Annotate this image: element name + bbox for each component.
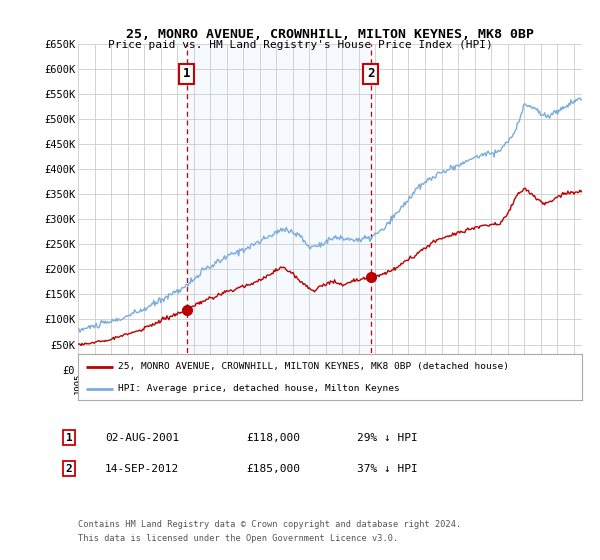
Text: Price paid vs. HM Land Registry's House Price Index (HPI): Price paid vs. HM Land Registry's House … bbox=[107, 40, 493, 50]
Text: 25, MONRO AVENUE, CROWNHILL, MILTON KEYNES, MK8 0BP (detached house): 25, MONRO AVENUE, CROWNHILL, MILTON KEYN… bbox=[118, 362, 509, 371]
Text: 1: 1 bbox=[65, 433, 73, 443]
Bar bbox=[187, 44, 371, 370]
Text: 02-AUG-2001: 02-AUG-2001 bbox=[105, 433, 179, 443]
Text: £185,000: £185,000 bbox=[246, 464, 300, 474]
Text: 14-SEP-2012: 14-SEP-2012 bbox=[105, 464, 179, 474]
Text: 2: 2 bbox=[65, 464, 73, 474]
Text: Contains HM Land Registry data © Crown copyright and database right 2024.: Contains HM Land Registry data © Crown c… bbox=[78, 520, 461, 529]
Text: 2: 2 bbox=[367, 67, 374, 80]
Text: 1: 1 bbox=[183, 67, 191, 80]
Text: £118,000: £118,000 bbox=[246, 433, 300, 443]
Title: 25, MONRO AVENUE, CROWNHILL, MILTON KEYNES, MK8 0BP: 25, MONRO AVENUE, CROWNHILL, MILTON KEYN… bbox=[126, 28, 534, 41]
Text: This data is licensed under the Open Government Licence v3.0.: This data is licensed under the Open Gov… bbox=[78, 534, 398, 543]
Text: HPI: Average price, detached house, Milton Keynes: HPI: Average price, detached house, Milt… bbox=[118, 384, 400, 394]
Text: 37% ↓ HPI: 37% ↓ HPI bbox=[357, 464, 418, 474]
Text: 29% ↓ HPI: 29% ↓ HPI bbox=[357, 433, 418, 443]
